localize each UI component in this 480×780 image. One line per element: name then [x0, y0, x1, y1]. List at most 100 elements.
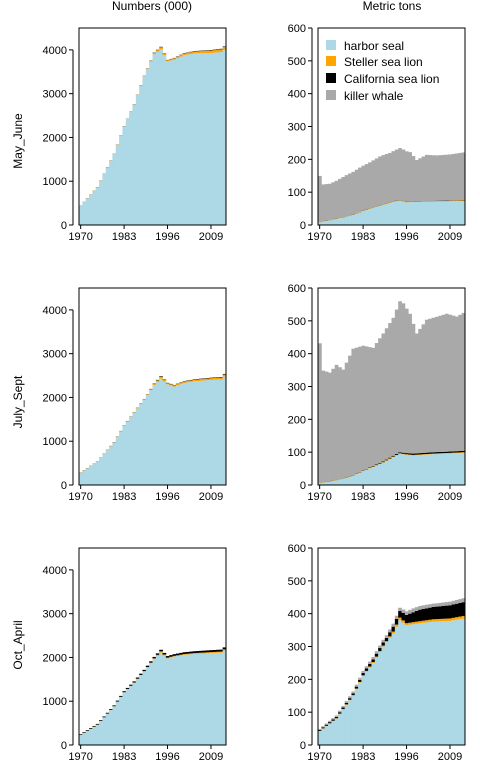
bar-california-sea-lion-2008	[205, 650, 210, 653]
bar-killer-whale-1990	[384, 635, 389, 638]
bar-harbor-seal-1979	[348, 215, 352, 225]
bar-steller-sea-lion-1991	[149, 662, 153, 664]
bar-killer-whale-2001	[421, 324, 426, 453]
bar-harbor-seal-1979	[109, 446, 113, 485]
bar-harbor-seal-1988	[139, 675, 143, 745]
bar-california-sea-lion-1988	[378, 648, 382, 652]
bar-steller-sea-lion-2006	[199, 379, 204, 381]
bar-california-sea-lion-2009	[448, 451, 453, 453]
bar-harbor-seal-1996	[165, 384, 170, 485]
bar-harbor-seal-2010	[451, 453, 456, 485]
bar-killer-whale-1973	[328, 720, 332, 723]
bar-harbor-seal-1991	[388, 458, 392, 485]
bar-california-sea-lion-2002	[185, 651, 190, 654]
bar-harbor-seal-1973	[328, 481, 332, 485]
bar-harbor-seal-2004	[192, 53, 197, 225]
bar-harbor-seal-1999	[414, 455, 419, 485]
y-tick-label-100: 100	[288, 707, 306, 719]
bar-killer-whale-1975	[334, 715, 339, 717]
bar-steller-sea-lion-2001	[182, 53, 187, 56]
bar-killer-whale-2011	[454, 316, 459, 452]
bar-steller-sea-lion-2004	[192, 379, 197, 382]
bar-harbor-seal-2004	[431, 621, 436, 745]
bar-harbor-seal-1993	[155, 655, 160, 745]
bar-steller-sea-lion-2002	[185, 653, 190, 655]
bar-harbor-seal-2007	[441, 621, 446, 745]
bar-harbor-seal-1988	[378, 651, 382, 745]
bar-harbor-seal-1990	[384, 460, 389, 485]
y-tick-label-0: 0	[61, 740, 67, 752]
bar-steller-sea-lion-2010	[451, 200, 456, 202]
bar-harbor-seal-1979	[348, 700, 352, 745]
x-tick-label-1996: 1996	[155, 491, 179, 503]
bar-california-sea-lion-1971	[321, 727, 326, 729]
bar-harbor-seal-1978	[105, 450, 110, 485]
bar-killer-whale-1995	[401, 609, 406, 614]
bar-killer-whale-1987	[374, 343, 379, 465]
bar-harbor-seal-2010	[451, 201, 456, 225]
bar-california-sea-lion-2005	[434, 452, 439, 454]
x-tick-label-1970: 1970	[307, 751, 331, 763]
bar-harbor-seal-1984	[125, 689, 130, 745]
bar-steller-sea-lion-2009	[209, 378, 214, 380]
bar-california-sea-lion-1997	[169, 655, 173, 657]
bar-california-sea-lion-2012	[219, 48, 224, 50]
bar-killer-whale-1983	[361, 670, 366, 674]
bar-steller-sea-lion-2013	[222, 374, 227, 377]
bar-harbor-seal-1973	[89, 728, 93, 745]
bar-harbor-seal-2002	[185, 654, 190, 745]
panel-may-june-numbers: 1970 1983 1996 2009 0 1000 2000 3000 4000	[43, 27, 227, 243]
bar-killer-whale-1995	[401, 149, 406, 201]
bar-harbor-seal-1984	[125, 421, 130, 485]
bar-california-sea-lion-1993	[394, 454, 399, 455]
bar-harbor-seal-1981	[115, 436, 120, 485]
bar-harbor-seal-1988	[378, 464, 382, 485]
bar-killer-whale-2012	[458, 599, 463, 603]
bar-killer-whale-1972	[324, 371, 329, 482]
bar-california-sea-lion-2012	[458, 602, 463, 617]
bar-harbor-seal-2001	[182, 55, 187, 225]
bar-harbor-seal-2008	[205, 53, 210, 225]
bar-california-sea-lion-1991	[388, 632, 392, 637]
x-tick-label-1970: 1970	[307, 491, 331, 503]
bar-harbor-seal-1986	[371, 662, 376, 745]
bar-killer-whale-2003	[428, 318, 432, 453]
bar-harbor-seal-1985	[129, 417, 133, 485]
bar-steller-sea-lion-1998	[172, 385, 177, 387]
bar-killer-whale-1986	[371, 656, 376, 660]
bar-california-sea-lion-1993	[155, 653, 160, 655]
bar-california-sea-lion-1986	[371, 659, 376, 663]
legend-label-california-sea-lion: California sea lion	[344, 72, 439, 86]
bar-steller-sea-lion-2013	[461, 615, 466, 619]
bar-harbor-seal-1972	[85, 198, 90, 225]
bar-california-sea-lion-2012	[219, 377, 224, 378]
bar-steller-sea-lion-1988	[378, 651, 382, 652]
bar-california-sea-lion-1984	[364, 668, 369, 671]
bar-killer-whale-1988	[378, 645, 382, 649]
bar-harbor-seal-1990	[384, 203, 389, 225]
bar-california-sea-lion-1996	[404, 453, 409, 455]
bar-harbor-seal-2000	[179, 384, 183, 485]
bar-killer-whale-1974	[331, 368, 336, 481]
bar-steller-sea-lion-1999	[414, 454, 419, 456]
bar-steller-sea-lion-1982	[358, 681, 362, 683]
bar-killer-whale-1977	[341, 705, 346, 708]
bar-steller-sea-lion-2002	[185, 52, 190, 55]
bar-killer-whale-1972	[324, 184, 329, 221]
bar-killer-whale-1979	[348, 355, 352, 477]
x-tick-label-1996: 1996	[394, 491, 418, 503]
bar-killer-whale-1997	[408, 152, 412, 202]
bar-california-sea-lion-1996	[404, 614, 409, 624]
bar-killer-whale-2009	[448, 601, 453, 606]
x-tick-label-2009: 2009	[199, 491, 223, 503]
bar-harbor-seal-1970	[318, 731, 322, 745]
bar-harbor-seal-1999	[175, 655, 180, 745]
y-tick-label-600: 600	[288, 543, 306, 555]
bar-california-sea-lion-1972	[324, 724, 329, 726]
bar-harbor-seal-1979	[109, 160, 113, 225]
bar-harbor-seal-2012	[458, 619, 463, 745]
bar-harbor-seal-2012	[458, 452, 463, 485]
bar-harbor-seal-1971	[82, 732, 87, 745]
bar-steller-sea-lion-2011	[215, 377, 220, 380]
bar-harbor-seal-1991	[149, 663, 153, 745]
